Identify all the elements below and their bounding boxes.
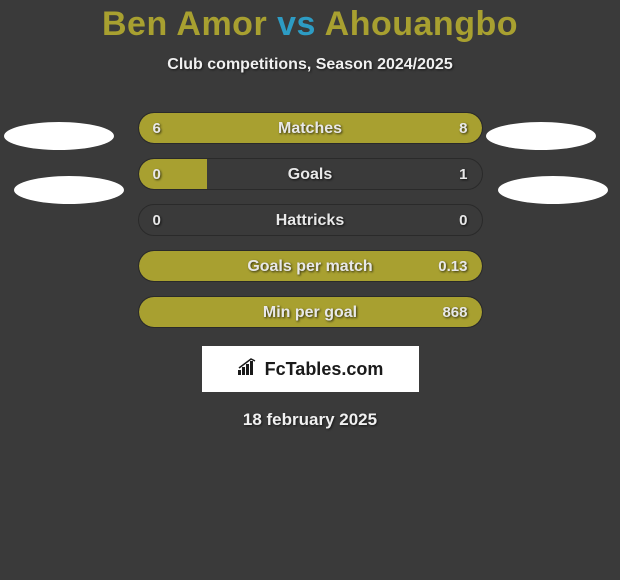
- stat-value-right: 8: [459, 113, 467, 144]
- stat-row: Goals per match0.13: [138, 250, 483, 282]
- stat-row: 6Matches8: [138, 112, 483, 144]
- page-title: Ben Amor vs Ahouangbo: [0, 5, 620, 44]
- stat-row: Min per goal868: [138, 296, 483, 328]
- date-text: 18 february 2025: [0, 410, 620, 430]
- vs-text: vs: [277, 5, 316, 43]
- stat-label: Hattricks: [139, 205, 482, 236]
- subtitle: Club competitions, Season 2024/2025: [0, 56, 620, 74]
- stat-value-right: 0.13: [438, 251, 467, 282]
- stat-label: Min per goal: [139, 297, 482, 328]
- badge-text: FcTables.com: [265, 359, 384, 380]
- stat-label: Goals per match: [139, 251, 482, 282]
- player1-name: Ben Amor: [102, 5, 267, 43]
- main-container: Ben Amor vs Ahouangbo Club competitions,…: [0, 0, 620, 430]
- stat-row: 0Goals1: [138, 158, 483, 190]
- stat-value-right: 0: [459, 205, 467, 236]
- decorative-ellipse: [498, 176, 608, 204]
- stat-label: Matches: [139, 113, 482, 144]
- decorative-ellipse: [14, 176, 124, 204]
- stat-value-right: 868: [442, 297, 467, 328]
- decorative-ellipse: [486, 122, 596, 150]
- player2-name: Ahouangbo: [325, 5, 518, 43]
- source-badge: FcTables.com: [202, 346, 419, 392]
- stat-row: 0Hattricks0: [138, 204, 483, 236]
- decorative-ellipse: [4, 122, 114, 150]
- stat-value-right: 1: [459, 159, 467, 190]
- chart-icon: [237, 358, 259, 381]
- stat-label: Goals: [139, 159, 482, 190]
